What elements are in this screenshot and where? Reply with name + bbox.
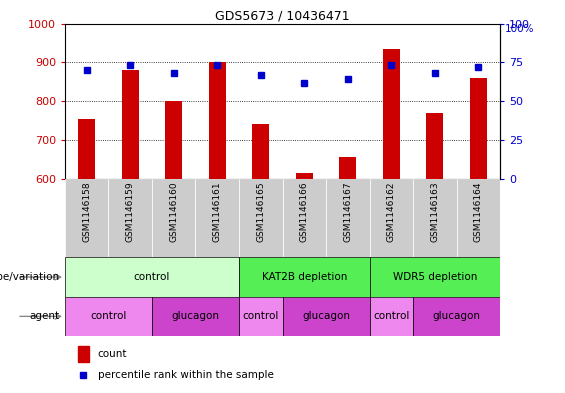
Text: GSM1146158: GSM1146158 [82, 181, 91, 242]
Title: GDS5673 / 10436471: GDS5673 / 10436471 [215, 9, 350, 22]
Bar [282, 297, 370, 336]
Text: GSM1146165: GSM1146165 [257, 181, 265, 242]
Bar [413, 179, 457, 257]
Bar [65, 297, 152, 336]
Text: WDR5 depletion: WDR5 depletion [393, 272, 477, 282]
Text: GSM1146161: GSM1146161 [213, 181, 221, 242]
Bar [370, 257, 500, 297]
Text: GSM1146159: GSM1146159 [126, 181, 134, 242]
Text: control: control [134, 272, 170, 282]
Bar [326, 179, 370, 257]
Bar [152, 297, 239, 336]
Bar [195, 179, 239, 257]
Text: GSM1146163: GSM1146163 [431, 181, 439, 242]
Text: control: control [373, 311, 410, 321]
Text: control: control [242, 311, 279, 321]
Text: count: count [98, 349, 127, 358]
Text: glucagon: glucagon [172, 311, 219, 321]
Bar [152, 179, 195, 257]
Text: KAT2B depletion: KAT2B depletion [262, 272, 347, 282]
Bar [78, 346, 89, 362]
Bar [470, 78, 487, 179]
Bar [165, 101, 182, 179]
Bar [252, 125, 270, 179]
Text: 100%: 100% [505, 24, 534, 33]
Bar [295, 173, 313, 179]
Bar [370, 179, 413, 257]
Bar [370, 297, 413, 336]
Bar [65, 179, 108, 257]
Bar [457, 179, 500, 257]
Text: percentile rank within the sample: percentile rank within the sample [98, 370, 273, 380]
Bar [239, 297, 282, 336]
Bar [383, 49, 400, 179]
Text: genotype/variation: genotype/variation [0, 272, 59, 282]
Bar [121, 70, 139, 179]
Bar [413, 297, 500, 336]
Text: GSM1146166: GSM1146166 [300, 181, 308, 242]
Bar [239, 257, 370, 297]
Text: glucagon: glucagon [302, 311, 350, 321]
Text: glucagon: glucagon [433, 311, 480, 321]
Bar [239, 179, 282, 257]
Bar [282, 179, 326, 257]
Text: control: control [90, 311, 127, 321]
Text: GSM1146164: GSM1146164 [474, 181, 483, 242]
Bar [65, 257, 239, 297]
Text: GSM1146167: GSM1146167 [344, 181, 352, 242]
Bar [108, 179, 152, 257]
Text: GSM1146160: GSM1146160 [170, 181, 178, 242]
Bar [426, 113, 444, 179]
Bar [339, 158, 357, 179]
Text: GSM1146162: GSM1146162 [387, 181, 396, 242]
Text: agent: agent [29, 311, 59, 321]
Bar [78, 119, 95, 179]
Bar [208, 62, 226, 179]
